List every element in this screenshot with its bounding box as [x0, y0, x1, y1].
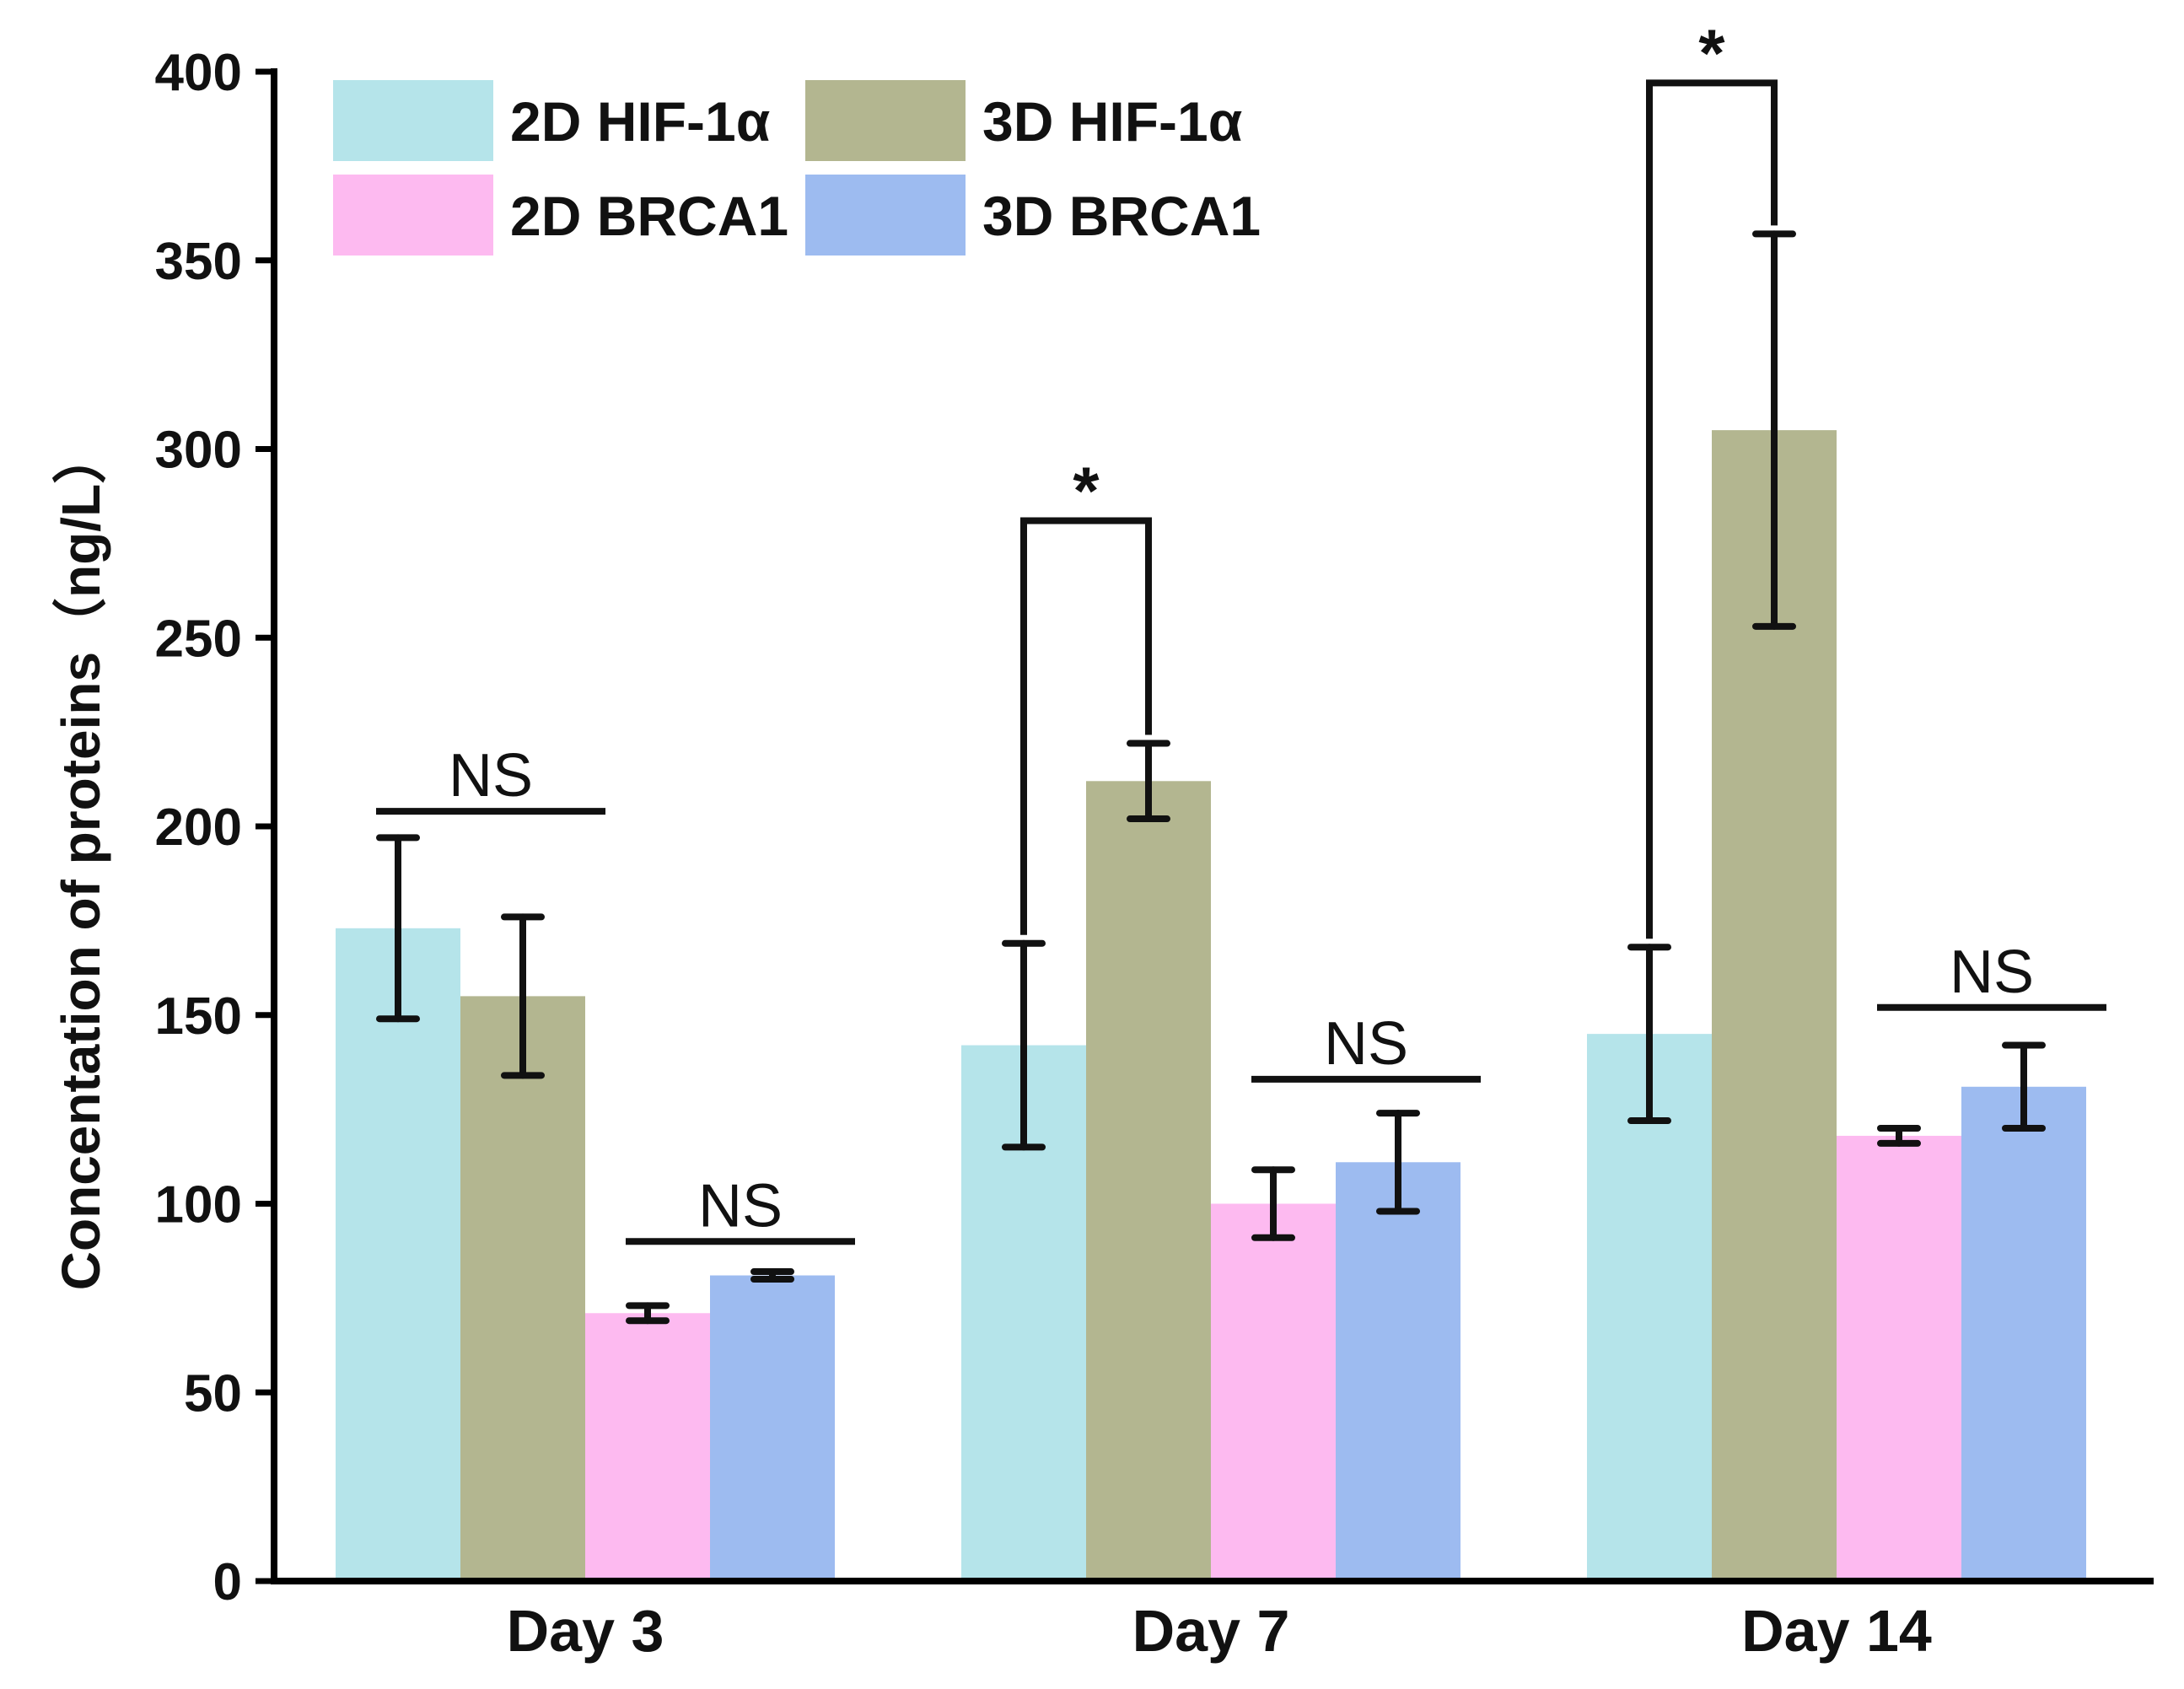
legend-swatch — [805, 175, 966, 256]
y-axis-label: Concentation of proteins（ng/L） — [51, 430, 111, 1290]
significance-label: NS — [1324, 1010, 1408, 1078]
significance-bracket — [1020, 517, 1152, 935]
bar-1-1 — [336, 928, 460, 1581]
legend-swatch — [805, 80, 966, 161]
significance-label: NS — [449, 742, 533, 810]
bar-4-2 — [1336, 1162, 1460, 1581]
error-bar-1-2 — [1002, 939, 1046, 1151]
significance-label: NS — [698, 1172, 783, 1240]
x-labels-layer: Day 3 Day 7 Day 14 — [507, 1598, 1932, 1664]
y-ticks-layer: 0 50 100 150 200 250 300 350 400 — [155, 44, 274, 1611]
significance-1: NS — [376, 742, 605, 815]
bar-4-3 — [1961, 1086, 2086, 1581]
error-bar-4-2 — [1376, 1110, 1420, 1215]
y-tick-label: 300 — [155, 422, 242, 480]
legend-label: 3D HIF-1α — [982, 90, 1242, 153]
y-tick-label: 150 — [155, 987, 242, 1046]
y-tick-label: 250 — [155, 610, 242, 668]
significance-label: NS — [1950, 939, 2034, 1006]
bar-4-1 — [710, 1275, 835, 1581]
legend-label: 3D BRCA1 — [982, 185, 1261, 247]
significance-4: NS — [1251, 1010, 1481, 1083]
legend-item-1: 2D HIF-1α — [333, 80, 770, 161]
error-bar-3-3 — [1877, 1125, 1921, 1147]
x-category-label: Day 14 — [1741, 1598, 1932, 1664]
significance-bracket — [1646, 79, 1778, 939]
legend-swatch — [333, 80, 493, 161]
error-bar-4-1 — [750, 1268, 794, 1283]
legend: 2D HIF-1α 3D HIF-1α 2D BRCA1 3D BRCA1 — [333, 80, 1261, 256]
error-bars-layer — [376, 230, 2046, 1325]
significance-3: * — [1020, 454, 1152, 935]
bar-2-2 — [1086, 781, 1211, 1581]
y-tick-label: 350 — [155, 233, 242, 291]
bar-1-3 — [1587, 1034, 1712, 1581]
bar-3-3 — [1837, 1135, 1961, 1581]
legend-swatch — [333, 175, 493, 256]
bar-2-1 — [460, 996, 585, 1581]
y-tick-label: 200 — [155, 799, 242, 857]
error-bar-2-3 — [1752, 230, 1796, 630]
y-tick-label: 100 — [155, 1176, 242, 1234]
significance-layer: NS NS * NS * NS — [376, 15, 2106, 1245]
error-bar-3-2 — [1251, 1166, 1295, 1241]
significance-6: NS — [1877, 939, 2106, 1011]
significance-5: * — [1646, 15, 1778, 939]
error-bar-1-3 — [1627, 944, 1671, 1125]
error-bar-2-2 — [1127, 740, 1170, 823]
x-category-label: Day 7 — [1132, 1598, 1290, 1664]
legend-item-3: 2D BRCA1 — [333, 175, 788, 256]
error-bar-4-3 — [2002, 1041, 2046, 1132]
bars-layer — [336, 430, 2086, 1581]
bar-3-1 — [585, 1313, 710, 1581]
legend-item-4: 3D BRCA1 — [805, 175, 1261, 256]
legend-item-2: 3D HIF-1α — [805, 80, 1242, 161]
error-bar-2-1 — [501, 913, 545, 1079]
y-tick-label: 0 — [213, 1553, 242, 1611]
significance-2: NS — [626, 1172, 855, 1245]
legend-label: 2D BRCA1 — [510, 185, 788, 247]
legend-label: 2D HIF-1α — [510, 90, 770, 153]
x-category-label: Day 3 — [507, 1598, 664, 1664]
y-tick-label: 50 — [184, 1364, 242, 1423]
y-tick-label: 400 — [155, 44, 242, 102]
error-bar-1-1 — [376, 834, 420, 1023]
significance-label: * — [1073, 454, 1100, 529]
error-bar-3-1 — [626, 1302, 670, 1325]
significance-label: * — [1698, 15, 1725, 90]
bar-3-2 — [1211, 1203, 1336, 1581]
